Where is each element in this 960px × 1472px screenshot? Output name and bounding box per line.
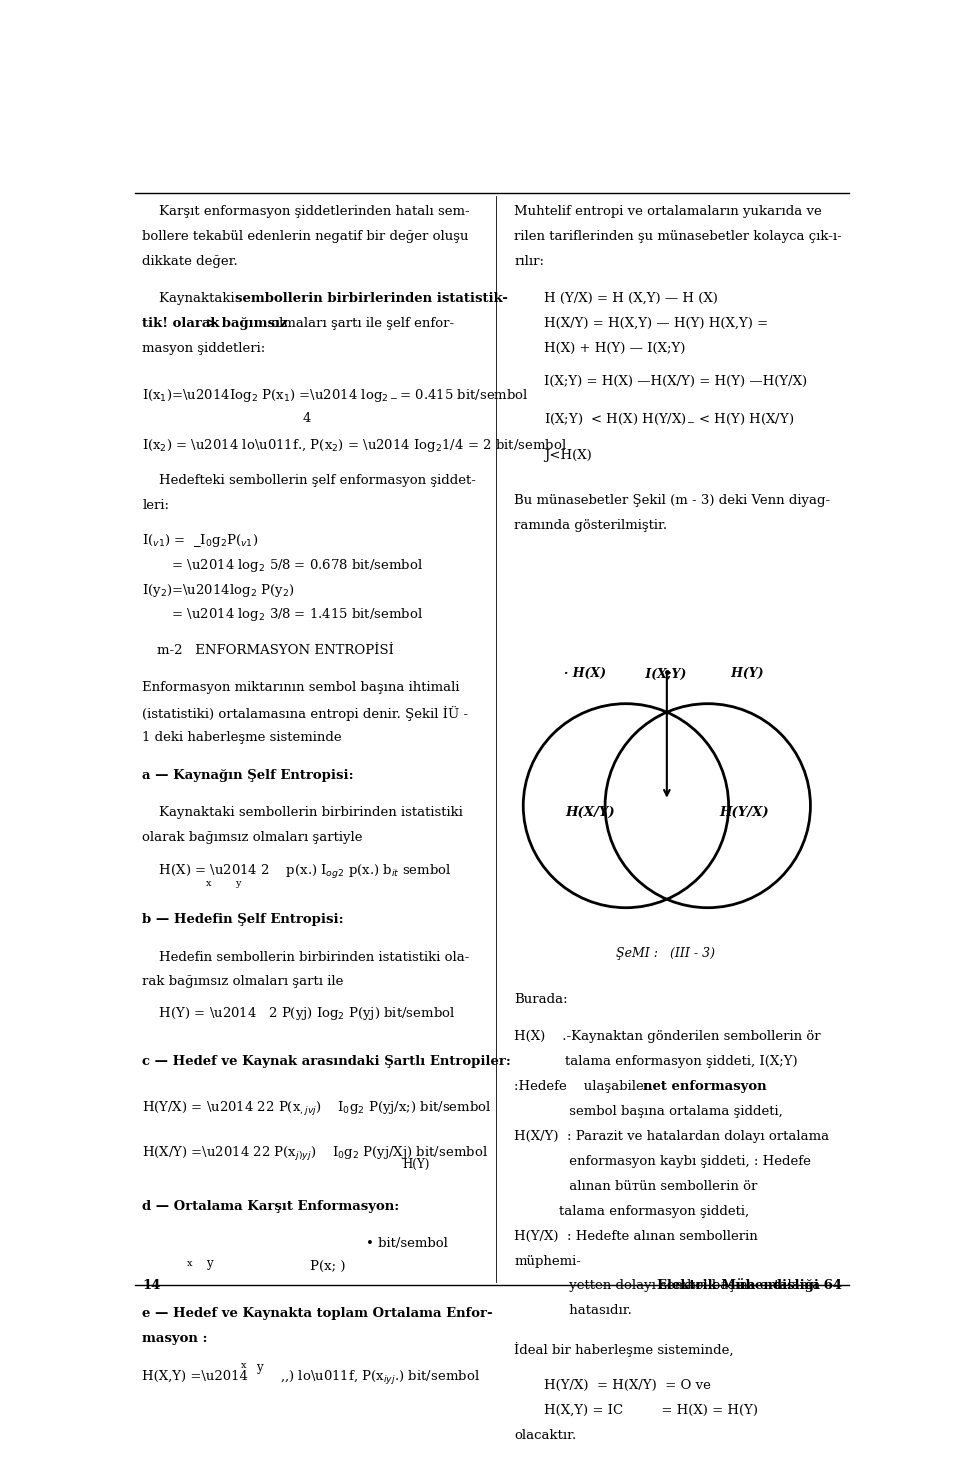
Text: I($_{v1}$) =  $\_$I$_0$g$_2$P($_{v1}$): I($_{v1}$) = $\_$I$_0$g$_2$P($_{v1}$)	[142, 531, 258, 549]
Text: H(X,Y) = IC         = H(X) = H(Y): H(X,Y) = IC = H(X) = H(Y)	[544, 1404, 758, 1418]
Text: ŞeMI :   (III - 3): ŞeMI : (III - 3)	[615, 948, 714, 960]
Text: sembollerin birbirlerinden istatistik-: sembollerin birbirlerinden istatistik-	[235, 293, 508, 305]
Text: P(x; ): P(x; )	[310, 1260, 346, 1273]
Text: Karşıt enformasyon şiddetlerinden hatalı sem-: Karşıt enformasyon şiddetlerinden hatalı…	[142, 205, 470, 218]
Text: alınan büтün sembollerin ör: alınan büтün sembollerin ör	[515, 1179, 757, 1192]
Text: 4: 4	[302, 412, 311, 425]
Text: I(X;Y) = H(X) —H(X/Y) = H(Y) —H(Y/X): I(X;Y) = H(X) —H(X/Y) = H(Y) —H(Y/X)	[544, 374, 807, 387]
Text: · H(X): · H(X)	[564, 667, 607, 680]
Text: x: x	[241, 1360, 247, 1370]
Text: talama enformasyon şiddeti, I(X;Y): talama enformasyon şiddeti, I(X;Y)	[515, 1055, 798, 1069]
Text: = \u2014 log$_2$ 5/8 = 0.678 bit/sembol: = \u2014 log$_2$ 5/8 = 0.678 bit/sembol	[142, 556, 423, 574]
Text: Bu münasebetler Şekil (m - 3) deki Venn diyag-: Bu münasebetler Şekil (m - 3) deki Venn …	[515, 495, 830, 508]
Text: bollere tekabül edenlerin negatif bir değer oluşu: bollere tekabül edenlerin negatif bir de…	[142, 230, 468, 243]
Text: H(X,Y) =\u2014: H(X,Y) =\u2014	[142, 1369, 249, 1382]
Text: H(X/Y) = H(X,Y) — H(Y) H(X,Y) =: H(X/Y) = H(X,Y) — H(Y) H(X,Y) =	[544, 316, 768, 330]
Text: H(X/Y) =\u2014 22 P(x$_{j)yj}$)    I$_0$g$_2$ P(yj/Xj) bit/sembol: H(X/Y) =\u2014 22 P(x$_{j)yj}$) I$_0$g$_…	[142, 1145, 489, 1163]
Text: H(Y/X): H(Y/X)	[719, 805, 769, 818]
Text: olarak bağımsız olmaları şartiyle: olarak bağımsız olmaları şartiyle	[142, 830, 363, 843]
Text: y: y	[205, 1257, 212, 1270]
Text: ramında gösterilmiştir.: ramında gösterilmiştir.	[515, 520, 667, 533]
Text: H(Y/X) = \u2014 22 P(x$_{,jvj}$)    I$_0$g$_2$ P(yj/x;) bit/sembol: H(Y/X) = \u2014 22 P(x$_{,jvj}$) I$_0$g$…	[142, 1100, 492, 1119]
Text: J<H(X): J<H(X)	[544, 449, 591, 462]
Text: Kaynaktaki sembollerin birbirinden istatistiki: Kaynaktaki sembollerin birbirinden istat…	[142, 807, 463, 818]
Text: Muhtelif entropi ve ortalamaların yukarıda ve: Muhtelif entropi ve ortalamaların yukarı…	[515, 205, 822, 218]
Text: a — Kaynağın Şelf Entropisi:: a — Kaynağın Şelf Entropisi:	[142, 768, 354, 782]
Text: İdeal bir haberleşme sisteminde,: İdeal bir haberleşme sisteminde,	[515, 1342, 733, 1357]
Text: I(x$_2$) = \u2014 lo\u011f., P(x$_2$) = \u2014 Iog$_2$1/4 = 2 bit/sembol: I(x$_2$) = \u2014 lo\u011f., P(x$_2$) = …	[142, 437, 567, 453]
Text: m-2   ENFORMASYON ENTROPİSİ: m-2 ENFORMASYON ENTROPİSİ	[157, 643, 394, 657]
Text: Hedefin sembollerin birbirinden istatistiki ola-: Hedefin sembollerin birbirinden istatist…	[142, 951, 469, 964]
Text: > bağımsız: > bağımsız	[205, 316, 287, 330]
Text: enformasyon kaybı şiddeti, : Hedefe: enformasyon kaybı şiddeti, : Hedefe	[515, 1156, 811, 1167]
Text: 14: 14	[142, 1279, 161, 1292]
Text: c — Hedef ve Kaynak arasındaki Şartlı Entropiler:: c — Hedef ve Kaynak arasındaki Şartlı En…	[142, 1055, 511, 1069]
Text: e — Hedef ve Kaynakta toplam Ortalama Enfor-: e — Hedef ve Kaynakta toplam Ortalama En…	[142, 1307, 492, 1320]
Text: masyon şiddetleri:: masyon şiddetleri:	[142, 342, 266, 355]
Text: • bit/sembol: • bit/sembol	[366, 1238, 447, 1250]
Text: tik! olarak: tik! olarak	[142, 316, 220, 330]
Text: rılır:: rılır:	[515, 255, 544, 268]
Text: H(Y): H(Y)	[403, 1157, 430, 1170]
Text: talama enformasyon şiddeti,: talama enformasyon şiddeti,	[559, 1204, 749, 1217]
Text: H(Y): H(Y)	[718, 667, 763, 680]
Text: Kaynaktaki: Kaynaktaki	[142, 293, 239, 305]
Text: y: y	[256, 1360, 263, 1373]
Text: dikkate değer.: dikkate değer.	[142, 255, 238, 268]
Text: Elektrik Mühendisliği 64: Elektrik Mühendisliği 64	[657, 1278, 842, 1292]
Text: olmaları şartı ile şelf enfor-: olmaları şartı ile şelf enfor-	[267, 316, 454, 330]
Text: sembol başına ortalama şiddeti,: sembol başına ortalama şiddeti,	[515, 1105, 783, 1117]
Text: H(X)    .-Kaynaktan gönderilen sembollerin ör: H(X) .-Kaynaktan gönderilen sembollerin …	[515, 1030, 821, 1044]
Text: I(X;Y): I(X;Y)	[641, 667, 686, 680]
Text: H(Y/X)  : Hedefte alınan sembollerin: H(Y/X) : Hedefte alınan sembollerin	[515, 1229, 758, 1242]
Text: rak bağımsız olmaları şartı ile: rak bağımsız olmaları şartı ile	[142, 976, 344, 989]
Text: olacaktır.: olacaktır.	[515, 1429, 577, 1443]
Text: Hedefteki sembollerin şelf enformasyon şiddet-: Hedefteki sembollerin şelf enformasyon ş…	[142, 474, 476, 487]
Text: b — Hedefin Şelf Entropisi:: b — Hedefin Şelf Entropisi:	[142, 913, 344, 926]
Text: I(x$_1$)=\u2014Iog$_2$ P(x$_1$) =\u2014 log$_{2-}$= 0.415 bit/sembol: I(x$_1$)=\u2014Iog$_2$ P(x$_1$) =\u2014 …	[142, 387, 529, 403]
Text: y: y	[235, 879, 241, 889]
Text: = \u2014 log$_2$ 3/8 = 1.415 bit/sembol: = \u2014 log$_2$ 3/8 = 1.415 bit/sembol	[142, 606, 423, 624]
Text: x: x	[187, 1259, 192, 1267]
Text: I(X;Y)  < H(X) H(Y/X)$_{-}$ < H(Y) H(X/Y): I(X;Y) < H(X) H(Y/X)$_{-}$ < H(Y) H(X/Y)	[544, 412, 794, 427]
Text: H(X) + H(Y) — I(X;Y): H(X) + H(Y) — I(X;Y)	[544, 342, 685, 355]
Text: H (Y/X) = H (X,Y) — H (X): H (Y/X) = H (X,Y) — H (X)	[544, 293, 718, 305]
Text: (istatistiki) ortalamasına entropi denir. Şekil İÜ -: (istatistiki) ortalamasına entropi denir…	[142, 707, 468, 721]
Text: rilen tariflerinden şu münasebetler kolayca çık-ı-: rilen tariflerinden şu münasebetler kola…	[515, 230, 842, 243]
Text: net enformasyon: net enformasyon	[643, 1080, 767, 1094]
Text: hatasıdır.: hatasıdır.	[515, 1304, 633, 1317]
Text: x: x	[205, 879, 211, 889]
Text: masyon :: masyon :	[142, 1332, 207, 1345]
Text: H(Y/X)  = H(X/Y)  = O ve: H(Y/X) = H(X/Y) = O ve	[544, 1379, 711, 1393]
Text: H(X) = \u2014 2    p(x.) I$_{og2}$ p(x.) b$_{it}$ sembol: H(X) = \u2014 2 p(x.) I$_{og2}$ p(x.) b$…	[142, 863, 452, 882]
Text: ,,) lo\u011f, P(x$_{iyj}$.) bit/sembol: ,,) lo\u011f, P(x$_{iyj}$.) bit/sembol	[280, 1369, 480, 1388]
Text: müphemi-: müphemi-	[515, 1254, 581, 1267]
Text: Burada:: Burada:	[515, 992, 568, 1005]
Text: H(Y) = \u2014   2 P(yj) Iog$_2$ P(yj) bit/sembol: H(Y) = \u2014 2 P(yj) Iog$_2$ P(yj) bit/…	[142, 1005, 456, 1023]
Text: I(y$_2$)=\u2014log$_2$ P(y$_2$): I(y$_2$)=\u2014log$_2$ P(y$_2$)	[142, 581, 295, 599]
Text: :Hedefe    ulaşabilen: :Hedefe ulaşabilen	[515, 1080, 657, 1094]
Text: d — Ortalama Karşıt Enformasyon:: d — Ortalama Karşıt Enformasyon:	[142, 1200, 399, 1213]
Text: leri:: leri:	[142, 499, 169, 512]
Text: H(X/Y)  : Parazit ve hatalardan dolayı ortalama: H(X/Y) : Parazit ve hatalardan dolayı or…	[515, 1130, 829, 1142]
Text: 1 deki haberleşme sisteminde: 1 deki haberleşme sisteminde	[142, 732, 342, 745]
Text: Enformasyon miktarının sembol başına ihtimali: Enformasyon miktarının sembol başına iht…	[142, 682, 460, 695]
Text: yetten dolayı sembol başına ortalama: yetten dolayı sembol başına ortalama	[515, 1279, 821, 1292]
Text: H(X/Y): H(X/Y)	[565, 805, 614, 818]
